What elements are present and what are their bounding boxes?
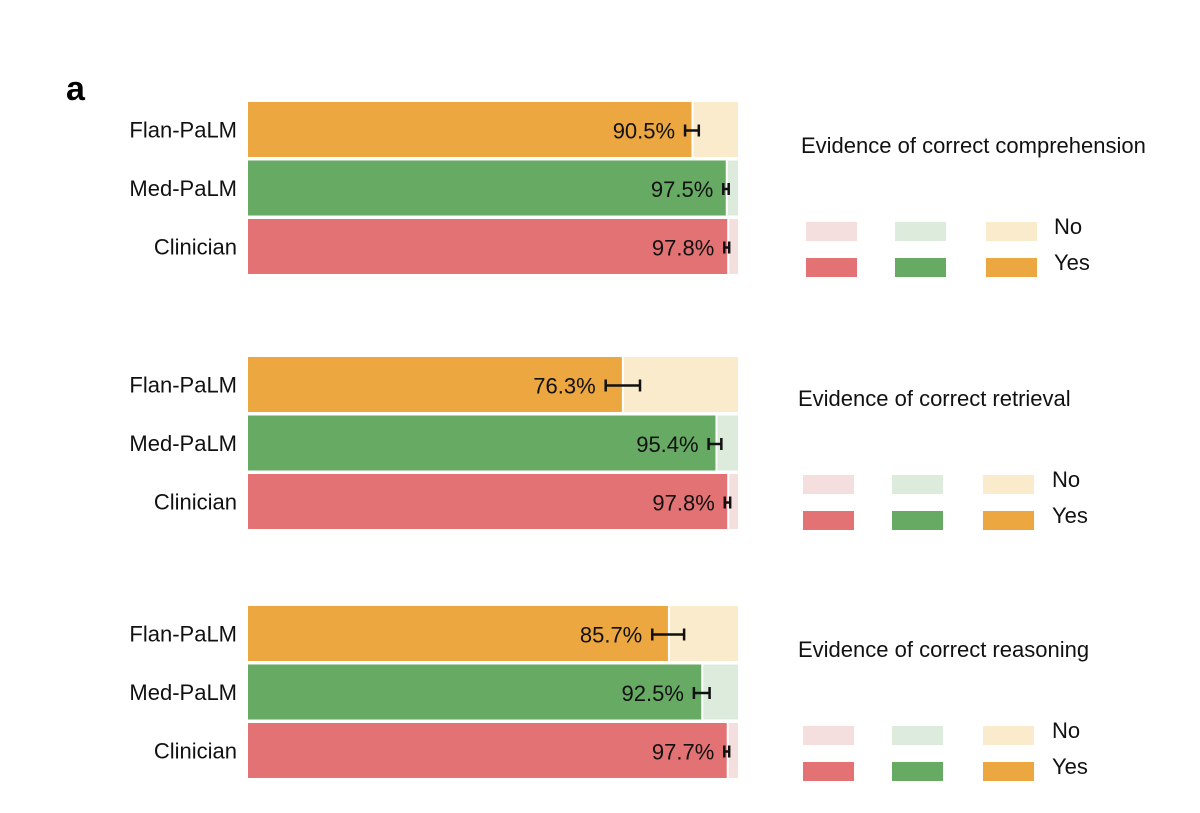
legend-swatch-clinician-no <box>806 222 857 241</box>
category-label: Clinician <box>154 235 237 260</box>
data-label: 97.5% <box>651 177 713 202</box>
legend-label-yes: Yes <box>1052 754 1088 779</box>
bar-yes-flan-palm <box>248 606 668 661</box>
legend-swatch-med-palm-yes <box>892 511 943 530</box>
legend-swatch-flan-palm-yes <box>983 762 1034 781</box>
bar-yes-flan-palm <box>248 357 622 412</box>
legend-swatch-clinician-yes <box>803 511 854 530</box>
bar-yes-clinician <box>248 723 727 778</box>
category-label: Med-PaLM <box>129 431 237 456</box>
category-label: Med-PaLM <box>129 176 237 201</box>
legend-swatch-flan-palm-no <box>986 222 1037 241</box>
data-label: 76.3% <box>533 374 595 399</box>
legend-swatch-med-palm-no <box>892 726 943 745</box>
bar-yes-med-palm <box>248 664 702 720</box>
data-label: 97.8% <box>652 236 714 261</box>
data-label: 90.5% <box>613 119 675 144</box>
legend-label-no: No <box>1052 718 1081 743</box>
category-label: Flan-PaLM <box>129 622 237 647</box>
legend-swatch-clinician-no <box>803 475 854 494</box>
legend-label-no: No <box>1052 467 1081 492</box>
bar-yes-med-palm <box>248 160 726 216</box>
legend-swatch-med-palm-yes <box>892 762 943 781</box>
bar-yes-clinician <box>248 474 728 529</box>
category-label: Flan-PaLM <box>129 118 237 143</box>
data-label: 92.5% <box>622 681 684 706</box>
category-label: Clinician <box>154 739 237 764</box>
legend-label-yes: Yes <box>1054 250 1090 275</box>
panel-label: a <box>66 70 85 108</box>
legend-title: Evidence of correct reasoning <box>798 637 1090 662</box>
data-label: 97.8% <box>652 491 714 516</box>
bar-yes-flan-palm <box>248 102 692 157</box>
category-label: Med-PaLM <box>129 680 237 705</box>
data-label: 95.4% <box>636 432 698 457</box>
legend-title: Evidence of correct comprehension <box>801 133 1146 158</box>
data-label: 97.7% <box>652 740 714 765</box>
legend-swatch-flan-palm-yes <box>983 511 1034 530</box>
legend-swatch-flan-palm-yes <box>986 258 1037 277</box>
legend-swatch-clinician-no <box>803 726 854 745</box>
bar-yes-med-palm <box>248 415 716 471</box>
legend-swatch-med-palm-no <box>892 475 943 494</box>
category-label: Flan-PaLM <box>129 373 237 398</box>
legend-label-no: No <box>1054 214 1083 239</box>
data-label: 85.7% <box>580 623 642 648</box>
bar-yes-clinician <box>248 219 728 274</box>
legend-swatch-clinician-yes <box>806 258 857 277</box>
category-label: Clinician <box>154 490 237 515</box>
legend-title: Evidence of correct retrieval <box>798 386 1071 411</box>
legend-swatch-clinician-yes <box>803 762 854 781</box>
legend-swatch-flan-palm-no <box>983 726 1034 745</box>
legend-swatch-med-palm-no <box>895 222 946 241</box>
legend-label-yes: Yes <box>1052 503 1088 528</box>
legend-swatch-flan-palm-no <box>983 475 1034 494</box>
legend-swatch-med-palm-yes <box>895 258 946 277</box>
